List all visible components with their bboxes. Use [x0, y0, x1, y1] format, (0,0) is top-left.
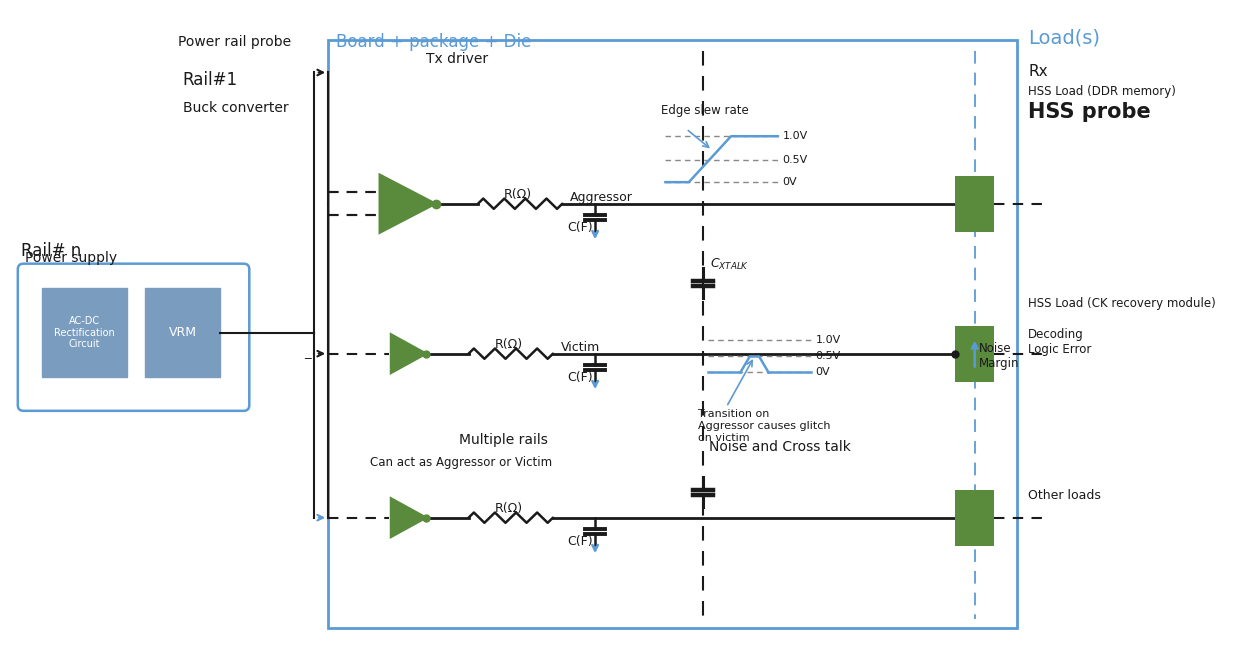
Text: R(Ω): R(Ω) [494, 502, 523, 515]
Text: Noise
Margin: Noise Margin [979, 342, 1020, 370]
Text: HSS probe: HSS probe [1028, 102, 1151, 122]
Text: Rail#1: Rail#1 [183, 71, 237, 89]
Text: Other loads: Other loads [1028, 489, 1101, 502]
Text: Tx driver: Tx driver [426, 52, 488, 66]
Text: Power rail probe: Power rail probe [178, 35, 292, 49]
Polygon shape [391, 498, 426, 537]
Text: C(F): C(F) [567, 371, 592, 384]
Bar [42, 288, 126, 377]
Text: Transition on
Aggressor causes glitch
on victim: Transition on Aggressor causes glitch on… [698, 410, 831, 443]
Text: Board + package + Die: Board + package + Die [335, 33, 531, 51]
Text: Can act as Aggressor or Victim: Can act as Aggressor or Victim [371, 456, 552, 469]
Text: HSS Load (CK recovery module): HSS Load (CK recovery module) [1028, 297, 1216, 309]
Text: 1.0V: 1.0V [782, 131, 808, 141]
FancyBboxPatch shape [17, 263, 250, 411]
Text: C(F): C(F) [567, 534, 592, 548]
Polygon shape [391, 334, 426, 374]
Text: R(Ω): R(Ω) [504, 188, 533, 201]
Text: Buck converter: Buck converter [183, 101, 288, 115]
Text: HSS Load (DDR memory): HSS Load (DDR memory) [1028, 85, 1175, 98]
Bar [955, 490, 994, 546]
Text: 0.5V: 0.5V [816, 352, 840, 362]
Bar [955, 175, 994, 232]
Text: AC-DC
Rectification
Circuit: AC-DC Rectification Circuit [54, 316, 115, 349]
Text: Load(s): Load(s) [1028, 28, 1100, 47]
Text: Aggressor: Aggressor [570, 191, 633, 203]
Bar [146, 288, 220, 377]
Text: Rx: Rx [1028, 64, 1048, 79]
Bar [328, 40, 1017, 628]
Text: ─: ─ [304, 354, 311, 364]
Text: Multiple rails: Multiple rails [460, 434, 548, 448]
Text: Victim: Victim [560, 341, 599, 354]
Text: C(F): C(F) [567, 221, 592, 233]
Text: Edge slew rate: Edge slew rate [661, 105, 749, 117]
Text: Power supply: Power supply [25, 251, 117, 265]
Text: 1.0V: 1.0V [816, 335, 840, 345]
Text: Noise and Cross talk: Noise and Cross talk [709, 440, 852, 454]
Text: $C_{XTALK}$: $C_{XTALK}$ [711, 257, 749, 272]
Text: 0.5V: 0.5V [782, 155, 808, 165]
Text: VRM: VRM [169, 326, 197, 339]
Bar [955, 325, 994, 382]
Text: Rail# n: Rail# n [21, 242, 80, 260]
Text: 0V: 0V [816, 368, 831, 378]
Text: 0V: 0V [782, 177, 797, 187]
Polygon shape [379, 175, 436, 233]
Text: Decoding
Logic Error: Decoding Logic Error [1028, 328, 1091, 356]
Text: R(Ω): R(Ω) [494, 338, 523, 351]
